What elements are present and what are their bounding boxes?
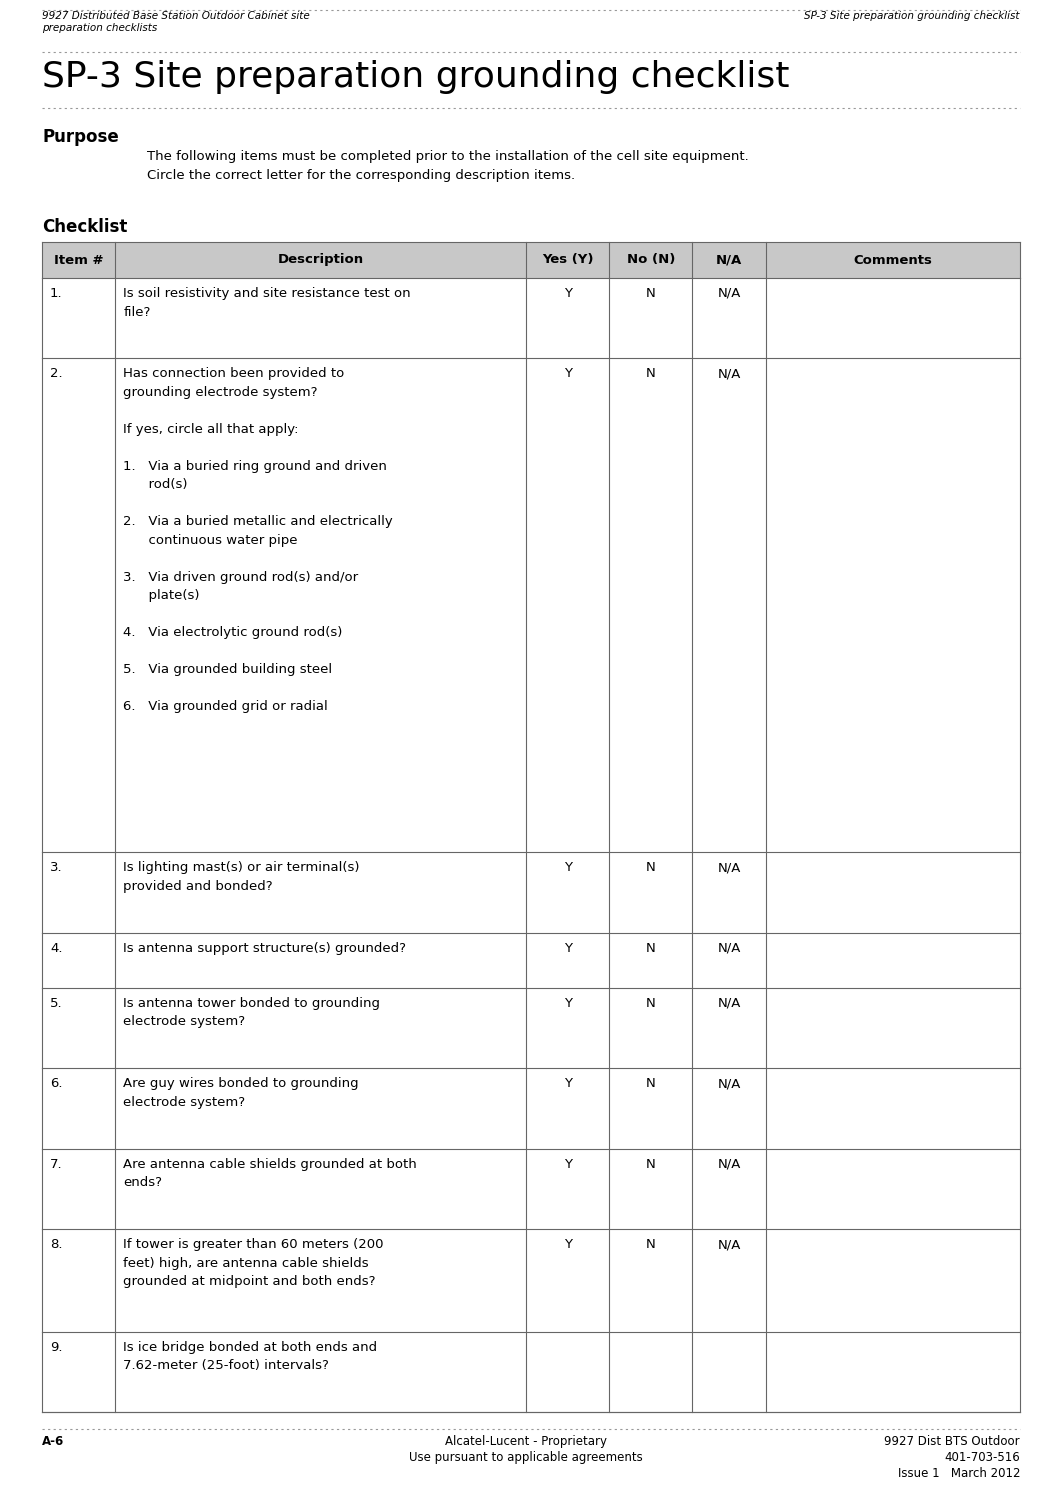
Text: N/A: N/A <box>717 287 741 300</box>
Text: Is soil resistivity and site resistance test on
file?: Is soil resistivity and site resistance … <box>123 287 411 318</box>
Text: Use pursuant to applicable agreements: Use pursuant to applicable agreements <box>409 1451 643 1465</box>
Text: 9927 Dist BTS Outdoor: 9927 Dist BTS Outdoor <box>885 1435 1020 1448</box>
Text: N: N <box>646 367 655 381</box>
Text: Item #: Item # <box>54 253 103 266</box>
Bar <box>42 1331 1020 1413</box>
Text: Description: Description <box>278 253 364 266</box>
Text: Y: Y <box>564 861 571 874</box>
Text: 3.: 3. <box>50 861 63 874</box>
Text: 6.: 6. <box>50 1077 62 1090</box>
Text: N/A: N/A <box>717 1239 741 1251</box>
Bar <box>42 1068 1020 1148</box>
Text: Is ice bridge bonded at both ends and
7.62-meter (25-foot) intervals?: Is ice bridge bonded at both ends and 7.… <box>123 1340 378 1373</box>
Text: 401-703-516: 401-703-516 <box>945 1451 1020 1465</box>
Text: SP-3 Site preparation grounding checklist: SP-3 Site preparation grounding checklis… <box>805 10 1020 21</box>
Text: 9.: 9. <box>50 1340 62 1353</box>
Bar <box>42 932 1020 987</box>
Text: Purpose: Purpose <box>42 128 119 146</box>
Text: 7.: 7. <box>50 1157 63 1170</box>
Text: Issue 1   March 2012: Issue 1 March 2012 <box>897 1468 1020 1480</box>
Text: N/A: N/A <box>717 1077 741 1090</box>
Text: Checklist: Checklist <box>42 219 127 236</box>
Text: Alcatel-Lucent - Proprietary: Alcatel-Lucent - Proprietary <box>445 1435 607 1448</box>
Text: Y: Y <box>564 1157 571 1170</box>
Text: Are antenna cable shields grounded at both
ends?: Are antenna cable shields grounded at bo… <box>123 1157 417 1190</box>
Bar <box>42 1230 1020 1331</box>
Text: 4.: 4. <box>50 941 62 955</box>
Text: Y: Y <box>564 367 571 381</box>
Text: Is lighting mast(s) or air terminal(s)
provided and bonded?: Is lighting mast(s) or air terminal(s) p… <box>123 861 360 892</box>
Text: N: N <box>646 1157 655 1170</box>
Text: N/A: N/A <box>717 941 741 955</box>
Text: 8.: 8. <box>50 1239 62 1251</box>
Text: N/A: N/A <box>716 253 742 266</box>
Text: N: N <box>646 941 655 955</box>
Text: N: N <box>646 996 655 1010</box>
Text: 1.: 1. <box>50 287 63 300</box>
Bar <box>42 852 1020 932</box>
Text: SP-3 Site preparation grounding checklist: SP-3 Site preparation grounding checklis… <box>42 59 789 94</box>
Bar <box>42 1148 1020 1230</box>
Text: Y: Y <box>564 996 571 1010</box>
Text: Y: Y <box>564 287 571 300</box>
Text: Is antenna support structure(s) grounded?: Is antenna support structure(s) grounded… <box>123 941 406 955</box>
Text: Has connection been provided to
grounding electrode system?

If yes, circle all : Has connection been provided to groundin… <box>123 367 393 714</box>
Text: N/A: N/A <box>717 861 741 874</box>
Text: N: N <box>646 861 655 874</box>
Text: A-6: A-6 <box>42 1435 64 1448</box>
Bar <box>42 278 1020 358</box>
Text: Y: Y <box>564 1077 571 1090</box>
Text: No (N): No (N) <box>627 253 675 266</box>
Text: N/A: N/A <box>717 1157 741 1170</box>
Text: N/A: N/A <box>717 367 741 381</box>
Text: Yes (Y): Yes (Y) <box>542 253 593 266</box>
Text: Are guy wires bonded to grounding
electrode system?: Are guy wires bonded to grounding electr… <box>123 1077 359 1109</box>
Text: 9927 Distributed Base Station Outdoor Cabinet site
preparation checklists: 9927 Distributed Base Station Outdoor Ca… <box>42 10 309 33</box>
Text: N: N <box>646 1239 655 1251</box>
Text: 2.: 2. <box>50 367 63 381</box>
Text: Is antenna tower bonded to grounding
electrode system?: Is antenna tower bonded to grounding ele… <box>123 996 381 1028</box>
Text: N/A: N/A <box>717 996 741 1010</box>
Text: N: N <box>646 1077 655 1090</box>
Text: N: N <box>646 287 655 300</box>
Text: If tower is greater than 60 meters (200
feet) high, are antenna cable shields
gr: If tower is greater than 60 meters (200 … <box>123 1239 384 1288</box>
Text: 5.: 5. <box>50 996 63 1010</box>
Text: The following items must be completed prior to the installation of the cell site: The following items must be completed pr… <box>147 150 749 181</box>
Text: Y: Y <box>564 941 571 955</box>
Text: Comments: Comments <box>853 253 932 266</box>
Bar <box>42 358 1020 852</box>
Bar <box>42 987 1020 1068</box>
Bar <box>42 242 1020 278</box>
Text: Y: Y <box>564 1239 571 1251</box>
